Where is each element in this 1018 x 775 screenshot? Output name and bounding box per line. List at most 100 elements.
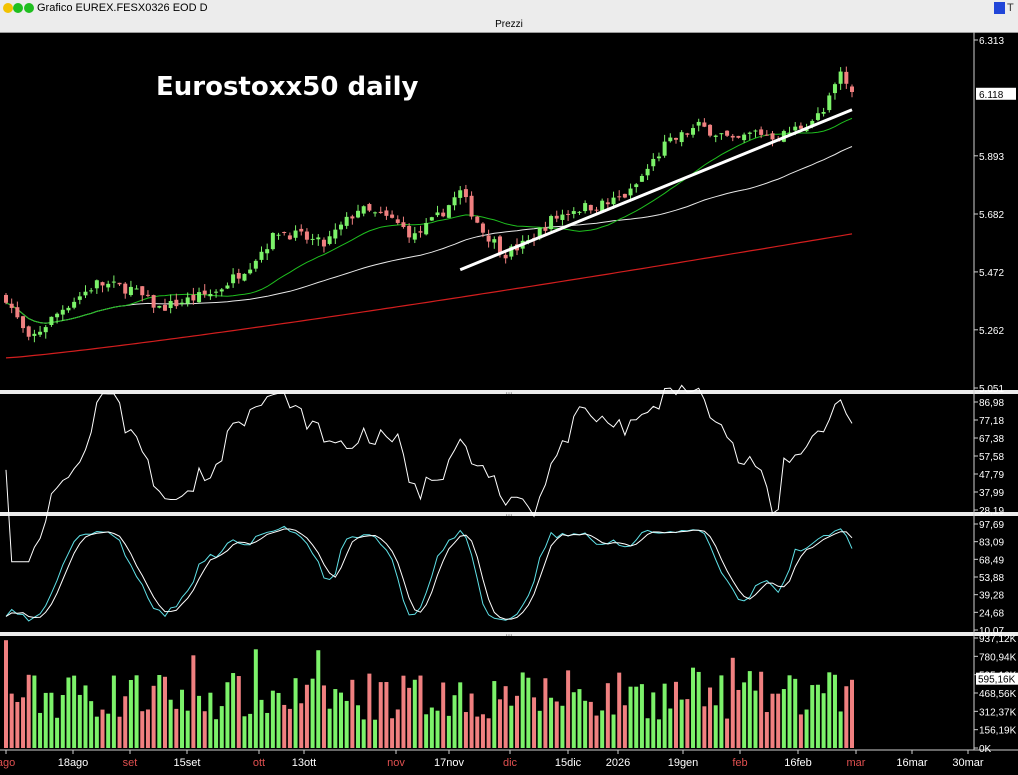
volume-bar — [838, 711, 843, 748]
x-axis-label: 16feb — [784, 757, 812, 769]
volume-bar — [327, 708, 332, 748]
volume-bar — [265, 712, 270, 748]
volume-bar — [736, 689, 741, 748]
candle-body — [492, 239, 497, 243]
candle-body — [378, 211, 383, 213]
volume-tick-label: 937,12K — [979, 634, 1017, 645]
price-tick-label: 6.313 — [979, 36, 1004, 47]
candle-body — [458, 190, 463, 198]
panel-separator — [0, 390, 1018, 394]
text-tool-icon[interactable]: T — [1007, 2, 1014, 14]
volume-bar — [276, 692, 281, 748]
candle-body — [304, 231, 309, 240]
volume-bar — [781, 689, 786, 748]
candle-body — [77, 296, 82, 300]
candle-body — [236, 272, 241, 279]
panel-separator — [0, 512, 1018, 516]
link-green-icon-2[interactable] — [24, 3, 34, 13]
candle-body — [764, 134, 769, 136]
candle-body — [350, 216, 355, 219]
link-green-icon[interactable] — [13, 3, 23, 13]
candle-body — [38, 331, 43, 335]
candle-body — [787, 132, 792, 134]
candle-body — [310, 238, 315, 240]
volume-bar — [111, 675, 116, 748]
maximize-icon[interactable] — [994, 2, 1005, 14]
volume-bar — [424, 714, 429, 748]
candle-body — [713, 135, 718, 137]
volume-bar — [475, 716, 480, 748]
osc1-tick-label: 77,18 — [979, 416, 1004, 427]
volume-bar — [753, 690, 758, 748]
volume-bar — [537, 710, 542, 748]
volume-bar — [651, 692, 656, 748]
volume-bar — [668, 708, 673, 748]
x-axis-label: nov — [387, 757, 405, 769]
volume-bar — [287, 708, 292, 748]
volume-bar — [77, 694, 82, 748]
volume-bar — [26, 674, 31, 748]
volume-bar — [730, 657, 735, 748]
candle-body — [180, 302, 185, 304]
candle-body — [719, 133, 724, 135]
candle-body — [94, 280, 99, 289]
candle-body — [117, 282, 122, 285]
volume-bar — [742, 682, 747, 748]
candle-body — [702, 122, 707, 127]
volume-bar — [617, 672, 622, 748]
candle-body — [679, 132, 684, 143]
volume-bar — [503, 686, 508, 748]
price-tick-label: 5.051 — [979, 384, 1004, 395]
volume-bar — [492, 681, 497, 748]
volume-bar — [248, 713, 253, 748]
volume-bar — [310, 678, 315, 748]
volume-bar — [685, 699, 690, 748]
candle-body — [662, 141, 667, 156]
candle-body — [21, 316, 26, 329]
volume-bar — [628, 686, 633, 748]
candle-body — [645, 168, 650, 176]
volume-bar — [304, 684, 309, 748]
candle-body — [798, 125, 803, 129]
price-panel-label: Prezzi — [495, 19, 523, 30]
stoch-tick-label: 24,68 — [979, 608, 1004, 619]
candle-body — [299, 228, 304, 232]
volume-bar — [333, 689, 338, 748]
volume-bar — [293, 678, 298, 748]
candle-body — [497, 236, 502, 254]
volume-bar — [708, 687, 713, 748]
x-axis-label: 13ott — [292, 757, 316, 769]
x-axis-label: feb — [732, 757, 747, 769]
volume-bar — [588, 701, 593, 748]
candle-body — [412, 233, 417, 240]
volume-bar — [94, 716, 99, 748]
window-menu-icon[interactable] — [3, 3, 13, 13]
price-panel-header: Prezzi — [0, 18, 1018, 33]
candle-body — [4, 294, 8, 303]
x-axis-label: set — [123, 757, 138, 769]
volume-bar — [691, 667, 696, 748]
volume-bar — [645, 718, 650, 748]
candle-body — [134, 288, 139, 290]
candle-body — [282, 232, 287, 234]
volume-bar — [32, 675, 37, 748]
candle-body — [128, 286, 133, 296]
candle-body — [639, 175, 644, 182]
candle-body — [656, 156, 661, 159]
volume-bar — [191, 655, 196, 748]
candle-body — [49, 316, 54, 326]
candle-body — [231, 274, 236, 284]
chart-canvas[interactable]: ......... 6.313 5.893 5.682 5.472 5.262 5.051 6… — [0, 32, 1018, 775]
volume-bar — [571, 692, 576, 748]
candle-body — [208, 294, 213, 297]
volume-bar — [134, 675, 139, 748]
x-axis-label: 16mar — [896, 757, 928, 769]
candle-body — [162, 304, 167, 311]
stoch-tick-label: 97,69 — [979, 520, 1004, 531]
candle-body — [327, 236, 332, 244]
volume-bar — [634, 686, 639, 748]
volume-bar — [770, 693, 775, 748]
volume-bar — [605, 683, 610, 748]
volume-last-flag — [976, 672, 1018, 685]
x-axis-label: dic — [503, 757, 518, 769]
